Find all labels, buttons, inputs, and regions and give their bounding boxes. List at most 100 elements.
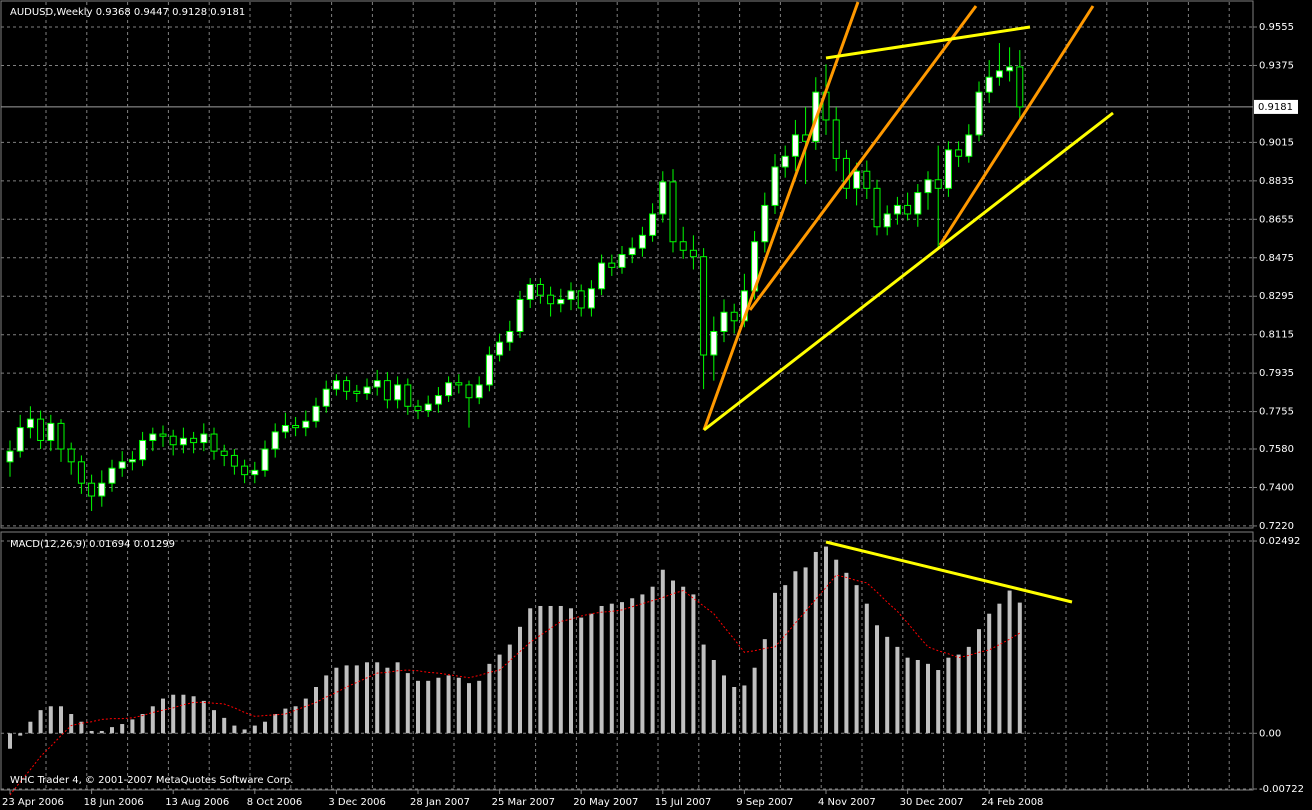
candle-body (292, 425, 300, 429)
macd-bar (599, 605, 604, 734)
y-tick-label: 0.7580 (1259, 444, 1294, 455)
macd-bar (681, 586, 686, 734)
macd-bar (640, 594, 645, 734)
macd-bar (620, 602, 624, 734)
candle-body (434, 395, 442, 405)
candle-body (98, 482, 106, 497)
macd-bar (477, 680, 482, 734)
candle-body (557, 298, 565, 305)
candle-body (618, 254, 626, 268)
candle-body (190, 437, 198, 444)
macd-bar (579, 617, 584, 734)
macd-bar (487, 663, 492, 734)
macd-bar (977, 629, 981, 734)
macd-bar (405, 673, 410, 734)
x-tick-label: 30 Dec 2007 (900, 797, 964, 808)
candle-body (587, 288, 595, 309)
candle-body (924, 179, 932, 194)
macd-bar (354, 665, 359, 734)
candle-body (649, 213, 657, 236)
macd-bar (252, 725, 257, 734)
y-tick-label: 0.8295 (1259, 291, 1294, 302)
macd-bar (660, 569, 665, 734)
macd-bar (711, 659, 716, 734)
candle-body (567, 290, 575, 300)
chart-title: AUDUSD,Weekly 0.9368 0.9447 0.9128 0.918… (10, 7, 245, 18)
macd-bar (181, 694, 186, 734)
macd-title: MACD(12,26,9) 0.01694 0.01299 (10, 539, 175, 550)
candle-body (679, 241, 687, 251)
candle-body (332, 380, 340, 390)
candle-body (934, 179, 942, 189)
candle-body (771, 166, 779, 206)
price-panel (0, 0, 1254, 529)
trend-line (825, 25, 1031, 60)
macd-bar (701, 644, 706, 734)
candle-body (271, 431, 279, 450)
macd-bar (212, 710, 216, 734)
candle-body (169, 435, 177, 446)
macd-bar (375, 662, 380, 734)
x-tick-label: 23 Apr 2006 (2, 797, 64, 808)
x-tick-label: 13 Aug 2006 (165, 797, 229, 808)
candle-body (506, 330, 514, 343)
macd-bar (273, 714, 278, 734)
macd-bar (395, 662, 400, 734)
candle-body (975, 91, 983, 136)
last-price-box (1254, 99, 1298, 114)
x-tick-label: 24 Feb 2008 (981, 797, 1043, 808)
candle-body (608, 262, 616, 268)
macd-bar (650, 586, 655, 734)
macd-bar (303, 698, 308, 734)
candle-body (475, 384, 483, 399)
candle-body (985, 76, 993, 93)
candle-body (37, 418, 45, 441)
macd-bar (732, 687, 737, 734)
y-tick-label: 0.8835 (1259, 176, 1294, 187)
trend-line (702, 1, 860, 431)
y-tick-label: 0.02492 (1259, 536, 1300, 547)
macd-bar (467, 683, 471, 734)
candle-body (995, 70, 1003, 78)
macd-bar (630, 598, 635, 734)
candle-body (159, 433, 167, 437)
candle-body (536, 283, 544, 296)
candle-body (577, 290, 585, 309)
candle-body (302, 420, 310, 429)
macd-bar (915, 659, 920, 734)
macd-bar (69, 714, 74, 734)
macd-bar (589, 613, 594, 734)
candle-body (16, 427, 24, 452)
y-tick-label: 0.9375 (1259, 60, 1294, 71)
macd-bar (926, 663, 930, 734)
macd-bar (895, 646, 900, 734)
candle-body (465, 384, 473, 399)
x-tick-label: 8 Oct 2006 (247, 797, 302, 808)
macd-bar (548, 605, 553, 734)
grid (1, 2, 1253, 790)
y-tick-label: 0.7400 (1259, 482, 1294, 493)
candle-body (220, 450, 228, 456)
macd-bar (854, 585, 859, 734)
macd-bar (671, 580, 675, 734)
candle-body (710, 330, 718, 356)
macd-bar (416, 680, 420, 734)
macd-bar (997, 603, 1002, 734)
candle-body (730, 311, 738, 322)
candle-body (373, 380, 381, 388)
macd-bar (426, 680, 431, 734)
macd-bar (905, 657, 910, 734)
last-price-label: 0.9181 (1258, 102, 1293, 113)
candle-body (628, 247, 636, 256)
candle-body (230, 454, 238, 467)
candle-body (322, 388, 330, 407)
x-tick-label: 20 May 2007 (573, 797, 638, 808)
candle-body (210, 433, 218, 452)
candle-body (6, 450, 14, 463)
macd-bar (864, 603, 869, 734)
macd-bar (446, 675, 451, 734)
candle-body (496, 341, 504, 356)
y-tick-label: 0.8655 (1259, 214, 1294, 225)
candle-body (914, 192, 922, 215)
